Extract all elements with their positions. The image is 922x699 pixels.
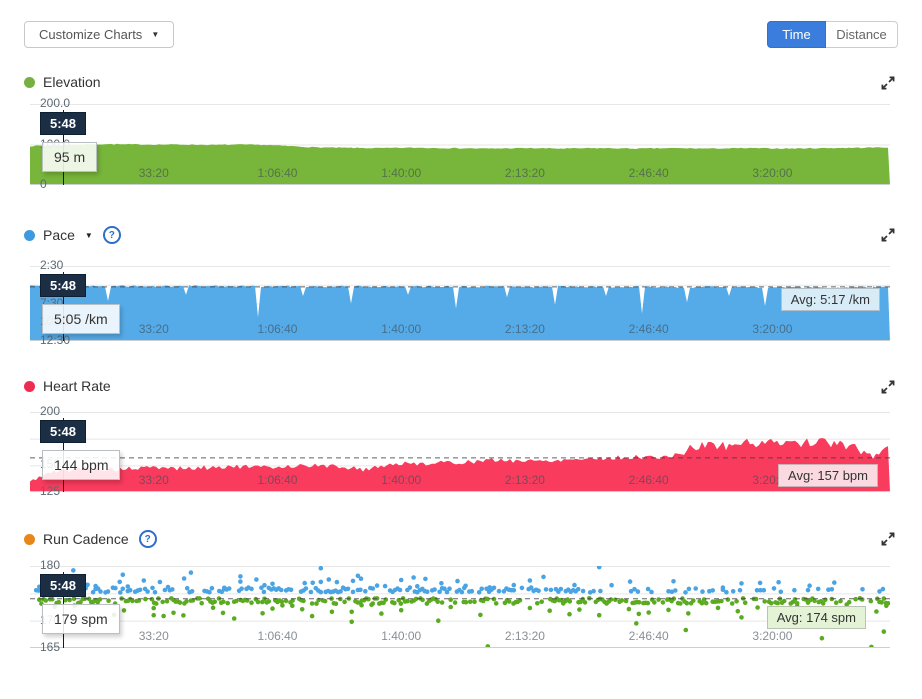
x-axis-label: 2:46:40	[628, 322, 669, 336]
toggle-time-button[interactable]: Time	[767, 21, 826, 48]
x-axis-label: 2:13:20	[504, 473, 545, 487]
x-axis-label: 3:20:00	[752, 629, 793, 643]
x-axis-label: 1:40:00	[381, 322, 422, 336]
x-axis-label: 2:46:40	[628, 629, 669, 643]
tooltip-time: 5:48	[40, 420, 87, 443]
help-icon[interactable]: ?	[102, 226, 121, 244]
expand-icon[interactable]	[880, 227, 896, 243]
toggle-distance-button[interactable]: Distance	[826, 21, 898, 48]
x-axis-label: 33:20	[138, 629, 169, 643]
x-axis-label: 1:40:00	[381, 166, 422, 180]
heart-rate-title: Heart Rate	[43, 378, 111, 394]
pace-title: Pace	[43, 227, 75, 243]
avg-badge: Avg: 157 bpm	[778, 464, 878, 487]
pace-plot	[30, 266, 890, 341]
x-axis-label: 2:46:40	[628, 166, 669, 180]
y-axis-label: 200.0	[40, 96, 71, 110]
pace-dropdown-caret-icon[interactable]: ▼	[84, 230, 93, 240]
chart-section-title-heart-rate: Heart Rate	[24, 378, 111, 394]
y-axis-label: 200	[40, 404, 61, 418]
x-axis-label: 1:06:40	[257, 629, 298, 643]
run-cadence-chart[interactable]: 18017517016533:201:06:401:40:002:13:202:…	[30, 558, 890, 654]
tooltip-value: 179 spm	[42, 604, 120, 634]
x-axis-label: 1:06:40	[257, 322, 298, 336]
tooltip-time: 5:48	[40, 112, 87, 135]
y-axis-label: 180	[40, 558, 61, 572]
y-axis-label: 125	[40, 484, 61, 498]
expand-icon[interactable]	[880, 379, 896, 395]
y-axis-label: 165	[40, 640, 61, 654]
tooltip-value: 144 bpm	[42, 450, 121, 480]
x-axis-label: 2:46:40	[628, 473, 669, 487]
chevron-down-icon: ▼	[151, 29, 160, 39]
tooltip-time: 5:48	[40, 274, 87, 297]
expand-icon[interactable]	[880, 75, 896, 91]
x-axis-label: 33:20	[138, 322, 169, 336]
elevation-title: Elevation	[43, 74, 101, 90]
help-icon[interactable]: ?	[138, 530, 157, 548]
x-axis-label: 33:20	[138, 473, 169, 487]
x-axis-label: 1:40:00	[381, 629, 422, 643]
chart-section-title-elevation: Elevation	[24, 74, 101, 90]
elevation-legend-dot	[24, 76, 35, 88]
y-axis-label: 12:30	[40, 333, 71, 347]
avg-badge: Avg: 174 spm	[766, 606, 866, 629]
x-axis-label: 2:13:20	[504, 322, 545, 336]
chart-section-title-run-cadence: Run Cadence?	[24, 530, 157, 548]
x-axis-label: 2:13:20	[504, 629, 545, 643]
tooltip-value: 5:05 /km	[42, 304, 120, 334]
chart-section-title-pace: Pace ▼?	[24, 226, 121, 244]
heart-rate-legend-dot	[24, 380, 35, 392]
customize-charts-button[interactable]: Customize Charts ▼	[24, 21, 175, 48]
pace-chart[interactable]: 2:305:007:3010:0012:3033:201:06:401:40:0…	[30, 258, 890, 347]
time-distance-toggle: Time Distance	[767, 21, 898, 48]
heart-rate-plot	[30, 412, 890, 492]
x-axis-label: 1:06:40	[257, 166, 298, 180]
tooltip-value: 95 m	[42, 142, 98, 172]
y-axis-label: 0	[40, 177, 47, 191]
x-axis-label: 1:06:40	[257, 473, 298, 487]
x-axis-label: 3:20:00	[752, 322, 793, 336]
customize-charts-label: Customize Charts	[39, 27, 143, 42]
x-axis-label: 2:13:20	[504, 166, 545, 180]
expand-icon[interactable]	[880, 531, 896, 547]
elevation-plot	[30, 104, 890, 185]
heart-rate-chart[interactable]: 20017515012533:201:06:401:40:002:13:202:…	[30, 404, 890, 498]
y-axis-label: 2:30	[40, 258, 64, 272]
x-axis-label: 1:40:00	[381, 473, 422, 487]
run-cadence-legend-dot	[24, 533, 35, 545]
elevation-chart[interactable]: 200.0100.0033:201:06:401:40:002:13:202:4…	[30, 96, 890, 191]
tooltip-time: 5:48	[40, 574, 87, 597]
x-axis-label: 3:20:00	[752, 166, 793, 180]
x-axis-label: 33:20	[138, 166, 169, 180]
avg-badge: Avg: 5:17 /km	[780, 288, 880, 311]
run-cadence-title: Run Cadence	[43, 531, 129, 547]
pace-legend-dot	[24, 229, 35, 241]
